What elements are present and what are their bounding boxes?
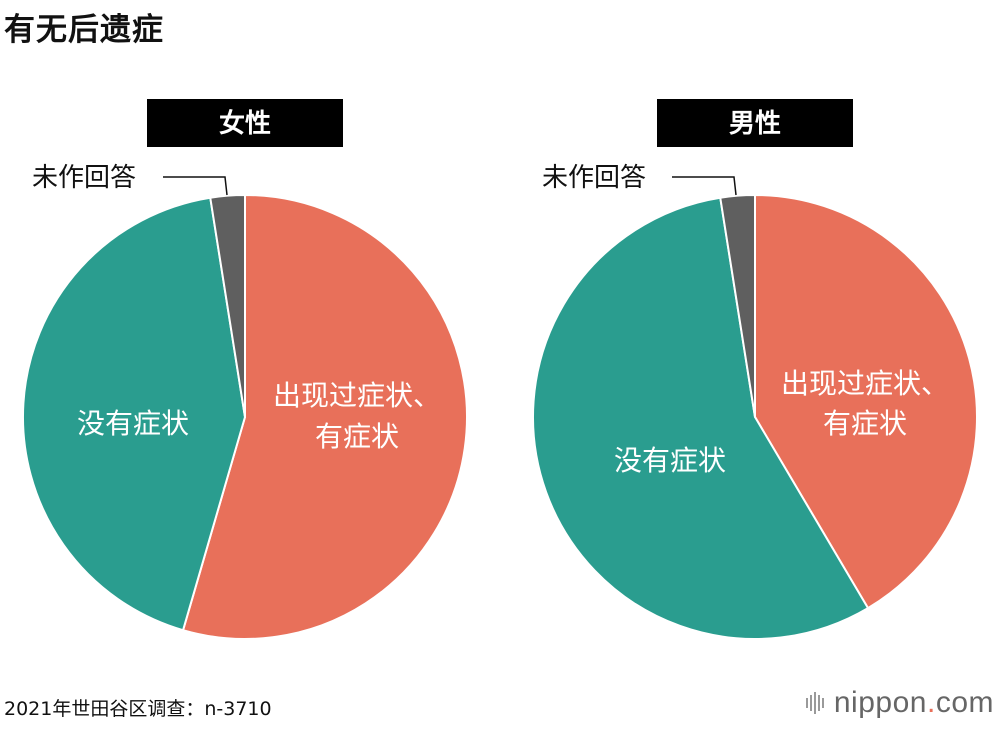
logo-brand: nippon	[833, 686, 927, 719]
no-answer-label: 未作回答	[542, 163, 646, 193]
chart-title: 女性	[219, 108, 271, 139]
no-answer-leader-line	[672, 176, 737, 196]
pie-slice-1	[182, 194, 468, 640]
source-note: 2021年世田谷区调查：n-3710	[4, 698, 272, 720]
slice-label-2: 没有症状	[614, 444, 726, 477]
pie-slice-3	[719, 193, 756, 418]
slice-label-1: 出现过症状、有症状	[273, 379, 441, 453]
logo-bars-icon	[805, 692, 826, 714]
chart-header-box	[147, 99, 343, 147]
chart-header-box	[657, 99, 853, 147]
pie-slice-2	[532, 196, 870, 640]
nippon-logo: nippon. com	[805, 686, 994, 720]
no-answer-label: 未作回答	[32, 163, 136, 193]
pie-slice-1	[754, 194, 978, 610]
pie-slice-2	[22, 196, 246, 632]
chart-title: 男性	[729, 109, 781, 139]
pie-slice-3	[209, 193, 246, 418]
page-title: 有无后遗症	[4, 12, 164, 48]
logo-dot: .	[926, 686, 936, 719]
slice-label-2: 没有症状	[77, 407, 189, 440]
logo-tld: com	[935, 686, 994, 719]
slice-label-1: 出现过症状、有症状	[781, 367, 949, 440]
no-answer-leader-line	[163, 176, 228, 196]
